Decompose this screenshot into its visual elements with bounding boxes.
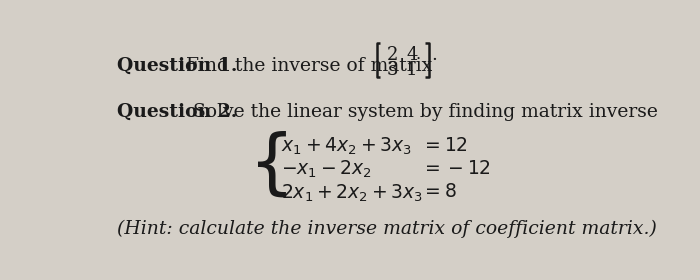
Text: Solve the linear system by finding matrix inverse: Solve the linear system by finding matri… bbox=[187, 103, 657, 121]
Text: 2: 2 bbox=[386, 46, 398, 64]
Text: 3: 3 bbox=[386, 60, 398, 79]
Text: $= 12$: $= 12$ bbox=[421, 136, 468, 155]
Text: $= 8$: $= 8$ bbox=[421, 182, 456, 201]
Text: Question 1.: Question 1. bbox=[117, 57, 237, 75]
Text: (Hint: calculate the inverse matrix of coefficient matrix.): (Hint: calculate the inverse matrix of c… bbox=[117, 220, 657, 238]
Text: $\{$: $\{$ bbox=[248, 130, 287, 200]
Text: 1: 1 bbox=[406, 60, 417, 79]
Text: 4: 4 bbox=[406, 46, 417, 64]
Text: $= -12$: $= -12$ bbox=[421, 159, 491, 178]
Text: $2x_1 + 2x_2 + 3x_3$: $2x_1 + 2x_2 + 3x_3$ bbox=[281, 182, 424, 204]
Text: $x_1 + 4x_2 + 3x_3$: $x_1 + 4x_2 + 3x_3$ bbox=[281, 136, 412, 157]
Text: $-x_1 - 2x_2$: $-x_1 - 2x_2$ bbox=[281, 159, 372, 180]
Text: .: . bbox=[430, 46, 437, 64]
Text: Question 2.: Question 2. bbox=[117, 103, 237, 121]
Text: Find the inverse of matrix: Find the inverse of matrix bbox=[181, 57, 433, 75]
